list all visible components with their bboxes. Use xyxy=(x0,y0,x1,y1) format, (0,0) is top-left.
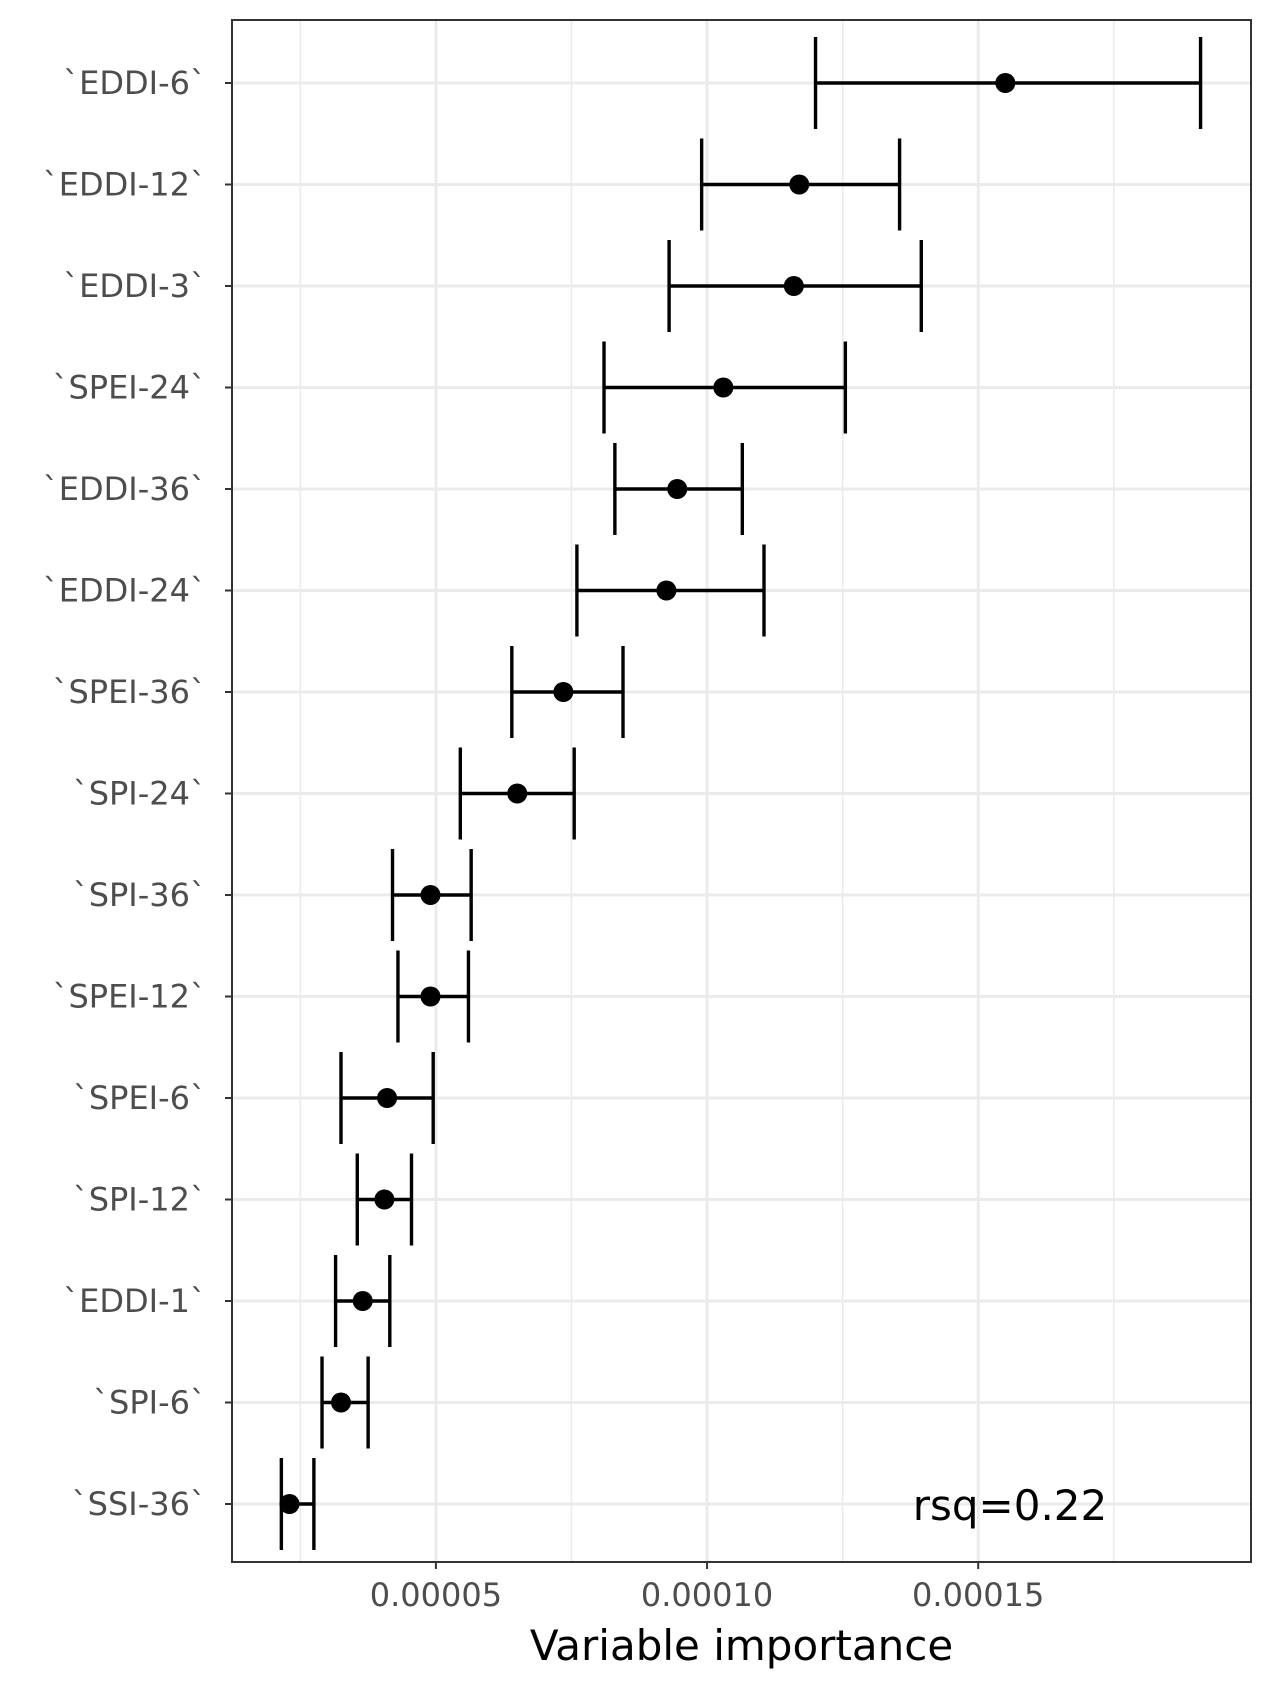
data-point xyxy=(374,1189,395,1210)
data-point xyxy=(279,1494,300,1514)
y-tick-label: `EDDI-36` xyxy=(43,470,206,508)
mark-layer xyxy=(279,37,1203,1550)
x-tick-label: 0.00010 xyxy=(641,1576,773,1614)
data-point xyxy=(667,479,688,499)
y-tick-label: `SPEI-24` xyxy=(52,369,206,407)
data-point xyxy=(553,682,574,702)
panel-border xyxy=(231,19,1252,1563)
data-point xyxy=(789,174,810,195)
y-tick-label: `EDDI-12` xyxy=(43,166,206,204)
y-tick-label: `EDDI-1` xyxy=(63,1282,206,1320)
data-point xyxy=(783,276,804,296)
data-point xyxy=(352,1291,373,1311)
data-point xyxy=(995,73,1016,93)
y-tick-label: `SPI-24` xyxy=(73,775,206,813)
y-tick-label: `SPI-6` xyxy=(93,1384,206,1422)
data-point xyxy=(420,885,441,905)
data-point xyxy=(656,580,677,601)
axis-layer: `EDDI-6` `EDDI-12` `EDDI-3` `SPEI-24` `EDDI-… xyxy=(43,64,1045,1614)
data-point xyxy=(420,986,441,1007)
y-tick-label: `SPEI-6` xyxy=(73,1079,206,1117)
y-tick-label: `SPI-36` xyxy=(73,876,206,914)
y-tick-label: `EDDI-6` xyxy=(63,64,206,102)
y-tick-label: `SPEI-36` xyxy=(52,673,206,711)
grid-layer xyxy=(232,20,1251,1562)
x-axis-title: Variable importance xyxy=(530,1621,953,1670)
x-tick-label: 0.00005 xyxy=(370,1576,502,1614)
data-point xyxy=(713,377,734,398)
y-tick-label: `SPI-12` xyxy=(73,1181,206,1219)
data-point xyxy=(377,1088,398,1108)
y-tick-label: `SSI-36` xyxy=(72,1485,206,1523)
rsq-annotation: rsq=0.22 xyxy=(913,1481,1108,1530)
y-tick-label: `EDDI-3` xyxy=(63,267,206,305)
data-point xyxy=(331,1392,352,1413)
y-tick-label: `EDDI-24` xyxy=(43,572,206,610)
y-tick-label: `SPEI-12` xyxy=(52,978,206,1016)
x-tick-label: 0.00015 xyxy=(912,1576,1044,1614)
data-point xyxy=(507,783,528,804)
